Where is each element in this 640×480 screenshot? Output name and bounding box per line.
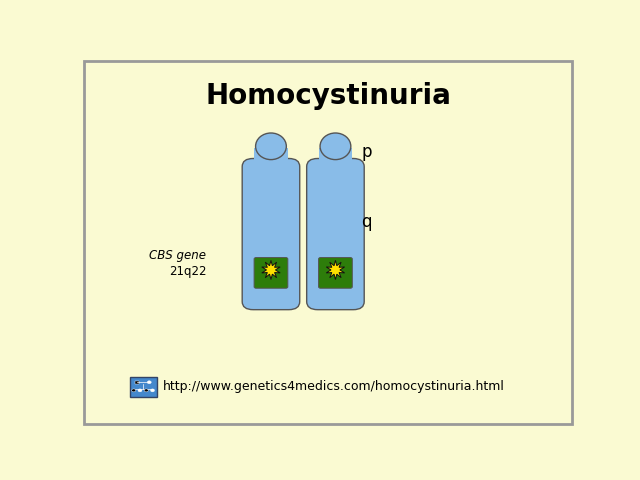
Circle shape	[144, 389, 148, 392]
Circle shape	[132, 389, 136, 392]
Text: CBS gene: CBS gene	[150, 249, 207, 262]
Bar	[135, 381, 140, 384]
Circle shape	[147, 381, 151, 384]
Polygon shape	[262, 260, 280, 279]
FancyBboxPatch shape	[307, 158, 364, 310]
FancyBboxPatch shape	[254, 258, 288, 288]
Bar	[254, 147, 288, 160]
Text: q: q	[361, 213, 372, 231]
Bar	[319, 147, 352, 160]
Bar	[129, 377, 157, 397]
Text: Homocystinuria: Homocystinuria	[205, 83, 451, 110]
Text: p: p	[361, 143, 372, 161]
Circle shape	[150, 389, 154, 392]
Circle shape	[138, 389, 142, 392]
FancyBboxPatch shape	[319, 258, 352, 288]
Text: http://www.genetics4medics.com/homocystinuria.html: http://www.genetics4medics.com/homocysti…	[163, 380, 505, 393]
FancyBboxPatch shape	[242, 158, 300, 310]
Polygon shape	[326, 260, 344, 279]
Ellipse shape	[320, 133, 351, 160]
Ellipse shape	[255, 133, 286, 160]
Text: 21q22: 21q22	[169, 265, 207, 278]
